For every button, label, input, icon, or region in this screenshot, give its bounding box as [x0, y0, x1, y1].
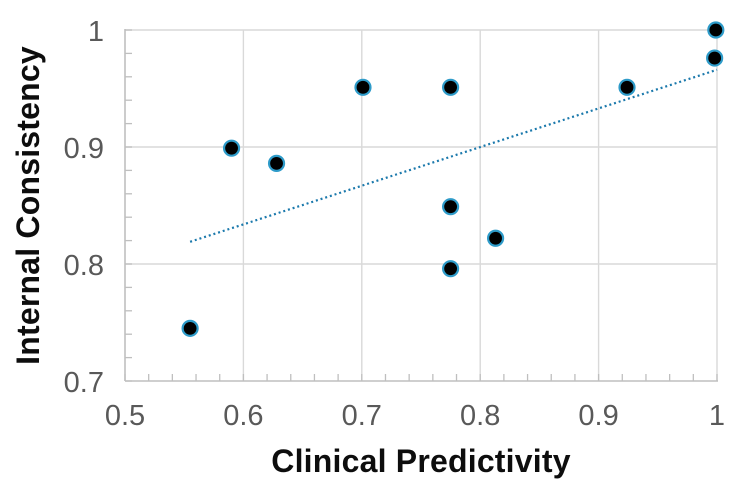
- x-tick-label: 1: [709, 400, 725, 432]
- x-tick-label: 0.9: [578, 400, 618, 432]
- data-point: [618, 78, 636, 96]
- data-point: [181, 319, 199, 337]
- x-axis-title: Clinical Predictivity: [271, 443, 571, 479]
- x-tick-label: 0.6: [223, 400, 263, 432]
- data-point: [267, 154, 286, 172]
- data-point: [706, 49, 724, 67]
- y-tick-label: 0.8: [64, 250, 104, 282]
- y-tick-label: 1: [88, 16, 104, 48]
- data-point: [222, 139, 241, 157]
- data-point: [442, 78, 460, 96]
- data-point: [354, 78, 372, 96]
- y-tick-label: 0.7: [64, 367, 104, 399]
- data-point: [442, 260, 460, 278]
- x-tick-label: 0.8: [460, 400, 500, 432]
- data-point: [442, 198, 460, 216]
- data-point: [486, 229, 505, 247]
- data-point: [707, 21, 725, 39]
- y-tick-label: 0.9: [64, 133, 104, 165]
- trendline: [189, 68, 718, 243]
- x-tick-label: 0.5: [105, 400, 145, 432]
- x-tick-label: 0.7: [342, 400, 382, 432]
